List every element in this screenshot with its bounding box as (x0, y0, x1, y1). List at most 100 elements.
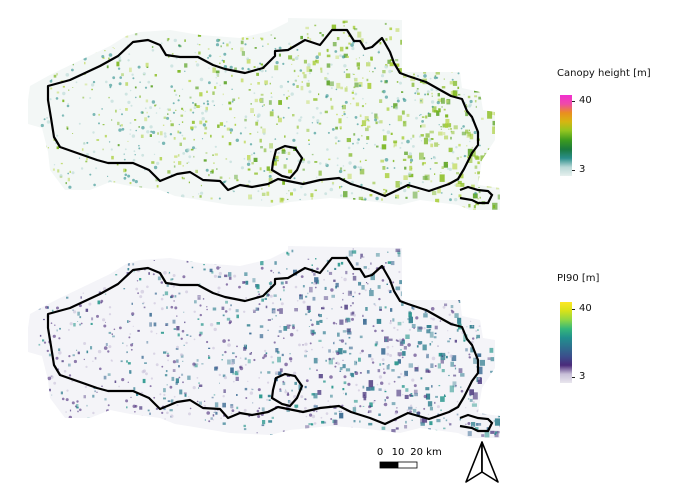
raster-pixel (201, 363, 204, 365)
raster-pixel (108, 180, 112, 184)
raster-pixel (362, 385, 365, 389)
raster-pixel (365, 307, 368, 311)
raster-pixel (43, 396, 47, 400)
raster-pixel (477, 377, 481, 380)
raster-pixel (118, 128, 122, 132)
raster-pixel (291, 389, 293, 392)
raster-pixel (424, 93, 427, 96)
raster-pixel (252, 309, 255, 312)
raster-pixel (386, 352, 390, 356)
raster-pixel (271, 361, 275, 364)
raster-pixel (308, 326, 310, 327)
raster-pixel (45, 305, 48, 309)
raster-pixel (109, 83, 113, 87)
raster-pixel (208, 356, 211, 359)
raster-pixel (364, 116, 369, 122)
raster-pixel (293, 188, 297, 192)
raster-pixel (490, 329, 496, 333)
raster-pixel (72, 354, 75, 357)
raster-pixel (475, 357, 477, 360)
raster-pixel (39, 296, 43, 299)
raster-pixel (243, 347, 247, 351)
raster-pixel (208, 174, 210, 177)
raster-pixel (390, 320, 392, 322)
raster-pixel (443, 253, 445, 255)
raster-pixel (210, 197, 213, 200)
raster-pixel (315, 106, 319, 110)
raster-pixel (76, 59, 78, 61)
raster-pixel (240, 47, 244, 52)
raster-pixel (494, 77, 499, 82)
raster-pixel (335, 126, 338, 130)
scale-label-20: 20 km (410, 447, 441, 458)
raster-pixel (293, 69, 296, 73)
raster-pixel (170, 64, 174, 68)
raster-pixel (397, 250, 401, 255)
raster-pixel (179, 142, 182, 146)
raster-pixel (285, 158, 288, 160)
raster-pixel (131, 190, 134, 194)
raster-pixel (130, 104, 133, 107)
raster-pixel (313, 131, 317, 135)
raster-pixel (287, 106, 290, 109)
raster-pixel (257, 308, 260, 310)
raster-pixel (432, 260, 436, 264)
raster-pixel (66, 422, 69, 425)
raster-pixel (169, 20, 173, 25)
raster-pixel (395, 194, 400, 199)
raster-pixel (103, 287, 107, 291)
raster-pixel (67, 200, 70, 204)
raster-pixel (305, 379, 309, 383)
raster-pixel (172, 102, 175, 105)
raster-pixel (493, 205, 496, 209)
raster-pixel (446, 292, 449, 295)
raster-pixel (443, 417, 445, 419)
raster-pixel (385, 262, 387, 264)
raster-pixel (315, 59, 319, 64)
raster-pixel (291, 63, 293, 65)
raster-pixel (78, 122, 81, 125)
raster-pixel (191, 128, 194, 131)
raster-pixel (429, 331, 434, 338)
raster-pixel (57, 194, 60, 197)
raster-pixel (232, 352, 235, 355)
raster-pixel (277, 351, 280, 354)
raster-pixel (302, 168, 305, 171)
raster-pixel (194, 363, 198, 368)
raster-pixel (243, 310, 246, 313)
raster-pixel (269, 283, 272, 285)
raster-pixel (407, 318, 410, 321)
raster-pixel (48, 388, 51, 392)
raster-pixel (262, 132, 266, 136)
raster-pixel (199, 120, 203, 125)
raster-pixel (359, 160, 362, 163)
raster-pixel (221, 104, 224, 106)
raster-pixel (247, 380, 249, 382)
raster-pixel (400, 372, 403, 376)
raster-pixel (49, 79, 53, 83)
raster-pixel (396, 99, 400, 103)
raster-pixel (340, 86, 343, 90)
raster-pixel (86, 157, 88, 161)
raster-pixel (300, 395, 304, 399)
raster-pixel (486, 23, 492, 29)
raster-pixel (422, 344, 427, 351)
raster-pixel (173, 328, 177, 330)
raster-pixel (468, 356, 471, 359)
raster-pixel (317, 359, 319, 361)
raster-pixel (365, 41, 368, 44)
raster-pixel (149, 312, 152, 317)
raster-pixel (352, 89, 355, 92)
raster-pixel (387, 251, 389, 253)
raster-pixel (477, 423, 482, 426)
raster-pixel (358, 196, 363, 201)
raster-pixel (479, 196, 481, 199)
raster-pixel (273, 341, 276, 344)
raster-pixel (172, 369, 176, 372)
raster-pixel (143, 306, 146, 309)
raster-pixel (235, 26, 238, 28)
raster-pixel (116, 163, 119, 166)
raster-pixel (360, 257, 362, 259)
raster-pixel (353, 291, 357, 294)
raster-pixel (282, 286, 285, 289)
